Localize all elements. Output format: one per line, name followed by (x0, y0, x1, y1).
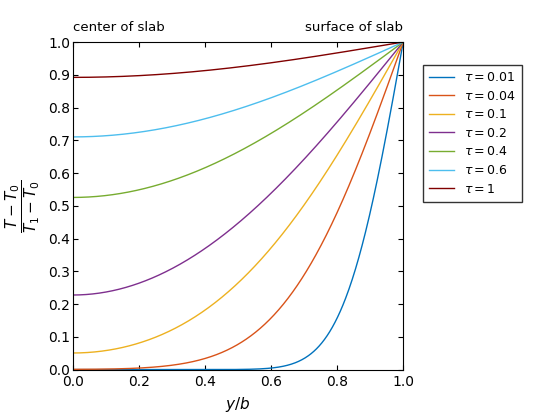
$\tau=0.6$ (266, 96, 273, 101)
$\tau=0.01$ (226, 367, 233, 372)
$\tau=0.1$ (248, 267, 255, 272)
$\tau=1$ (228, 65, 235, 70)
$\tau=0.1$ (266, 247, 273, 252)
$\tau=0.2$ (340, 112, 347, 117)
X-axis label: $y/b$: $y/b$ (225, 395, 251, 414)
Line: $\tau=0.6$: $\tau=0.6$ (73, 42, 403, 137)
$\tau=0.1$ (400, 39, 407, 45)
Line: $\tau=0.1$: $\tau=0.1$ (73, 42, 403, 353)
$\tau=0.1$ (226, 288, 233, 293)
$\tau=0.1$ (228, 286, 235, 291)
$\tau=0.1$ (392, 53, 399, 58)
$\tau=0.01$ (69, 367, 76, 372)
$\tau=1$ (266, 60, 273, 66)
$\tau=0.4$ (228, 152, 235, 158)
$\tau=0.01$ (400, 39, 407, 45)
$\tau=0.04$ (69, 367, 76, 372)
Line: $\tau=0.4$: $\tau=0.4$ (73, 42, 403, 197)
$\tau=1$ (392, 41, 399, 46)
$\tau=0.04$ (248, 333, 255, 338)
$\tau=0.4$ (226, 154, 233, 159)
$\tau=1$ (400, 39, 407, 45)
$\tau=1$ (248, 63, 255, 68)
$\tau=0.6$ (226, 109, 233, 114)
$\tau=0.04$ (392, 62, 399, 67)
$\tau=0.6$ (69, 134, 76, 139)
$\tau=0.4$ (266, 132, 273, 137)
$\tau=0.04$ (266, 317, 273, 322)
$\tau=1$ (340, 50, 347, 55)
$\tau=0.2$ (228, 226, 235, 231)
Line: $\tau=1$: $\tau=1$ (73, 42, 403, 77)
$\tau=0.04$ (228, 345, 235, 350)
Line: $\tau=0.01$: $\tau=0.01$ (73, 42, 403, 370)
$\tau=0.2$ (392, 49, 399, 54)
Text: surface of slab: surface of slab (305, 21, 403, 34)
$\tau=0.2$ (266, 192, 273, 197)
Legend: $\tau=0.01$, $\tau=0.04$, $\tau=0.1$, $\tau=0.2$, $\tau=0.4$, $\tau=0.6$, $\tau=: $\tau=0.01$, $\tau=0.04$, $\tau=0.1$, $\… (423, 65, 522, 202)
$\tau=0.01$ (392, 84, 399, 89)
Text: center of slab: center of slab (73, 21, 165, 34)
$\tau=0.01$ (266, 366, 273, 371)
$\tau=0.6$ (400, 39, 407, 45)
$\tau=0.4$ (69, 195, 76, 200)
$\tau=0.01$ (340, 301, 347, 306)
$\tau=0.01$ (228, 367, 235, 372)
$\tau=0.4$ (400, 39, 407, 45)
$\tau=0.04$ (340, 196, 347, 201)
Line: $\tau=0.2$: $\tau=0.2$ (73, 42, 403, 295)
$\tau=0.04$ (226, 346, 233, 352)
$\tau=0.4$ (392, 45, 399, 50)
Y-axis label: $\dfrac{T-T_0}{T_1-T_0}$: $\dfrac{T-T_0}{T_1-T_0}$ (4, 179, 43, 233)
$\tau=0.6$ (392, 43, 399, 48)
$\tau=0.2$ (248, 209, 255, 214)
$\tau=0.1$ (340, 142, 347, 147)
$\tau=0.2$ (400, 39, 407, 45)
$\tau=0.04$ (400, 39, 407, 45)
$\tau=0.01$ (248, 367, 255, 372)
$\tau=0.2$ (69, 292, 76, 297)
$\tau=0.1$ (69, 350, 76, 355)
$\tau=0.4$ (248, 142, 255, 147)
$\tau=1$ (69, 75, 76, 80)
$\tau=1$ (226, 66, 233, 71)
$\tau=0.2$ (226, 228, 233, 233)
$\tau=0.6$ (228, 108, 235, 113)
$\tau=0.6$ (340, 66, 347, 71)
$\tau=0.4$ (340, 83, 347, 88)
$\tau=0.6$ (248, 102, 255, 107)
Line: $\tau=0.04$: $\tau=0.04$ (73, 42, 403, 369)
